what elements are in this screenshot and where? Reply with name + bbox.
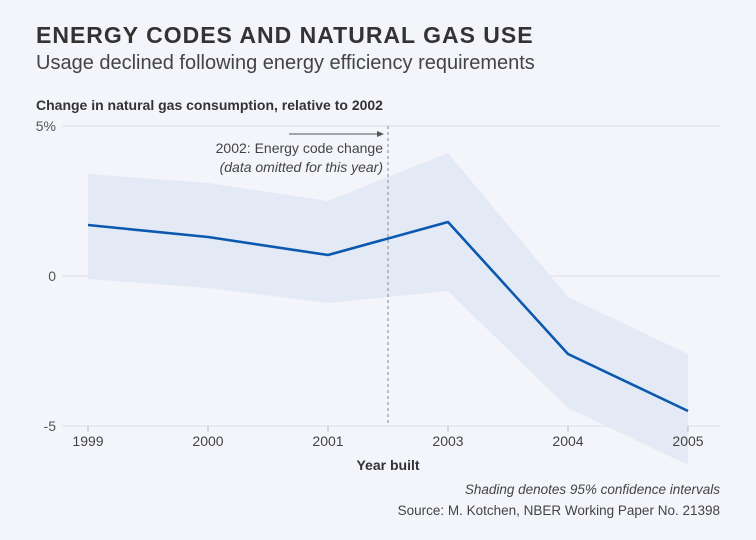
annotation-sublabel: (data omitted for this year) (220, 159, 383, 175)
x-tick-label: 1999 (72, 433, 103, 449)
arrow-head-icon (377, 131, 384, 137)
series-line (87, 220, 689, 413)
y-tick-label: -5 (44, 418, 57, 434)
chart-title: ENERGY CODES AND NATURAL GAS USE (36, 22, 534, 48)
source-note: Source: M. Kotchen, NBER Working Paper N… (397, 503, 720, 518)
x-tick-label: 2003 (432, 433, 463, 449)
x-tick-label: 2005 (672, 433, 703, 449)
x-tick-label: 2000 (192, 433, 223, 449)
x-axis-label: Year built (356, 457, 419, 473)
x-tick-label: 2001 (312, 433, 343, 449)
confidence-band (88, 153, 688, 465)
y-tick-label: 0 (48, 268, 56, 284)
annotation-label: 2002: Energy code change (216, 140, 384, 156)
chart-subtitle: Usage declined following energy efficien… (36, 52, 535, 74)
y-axis-label: Change in natural gas consumption, relat… (36, 97, 383, 113)
y-tick-label: 5% (36, 118, 56, 134)
x-tick-label: 2004 (552, 433, 583, 449)
ci-note: Shading denotes 95% confidence intervals (464, 482, 720, 497)
